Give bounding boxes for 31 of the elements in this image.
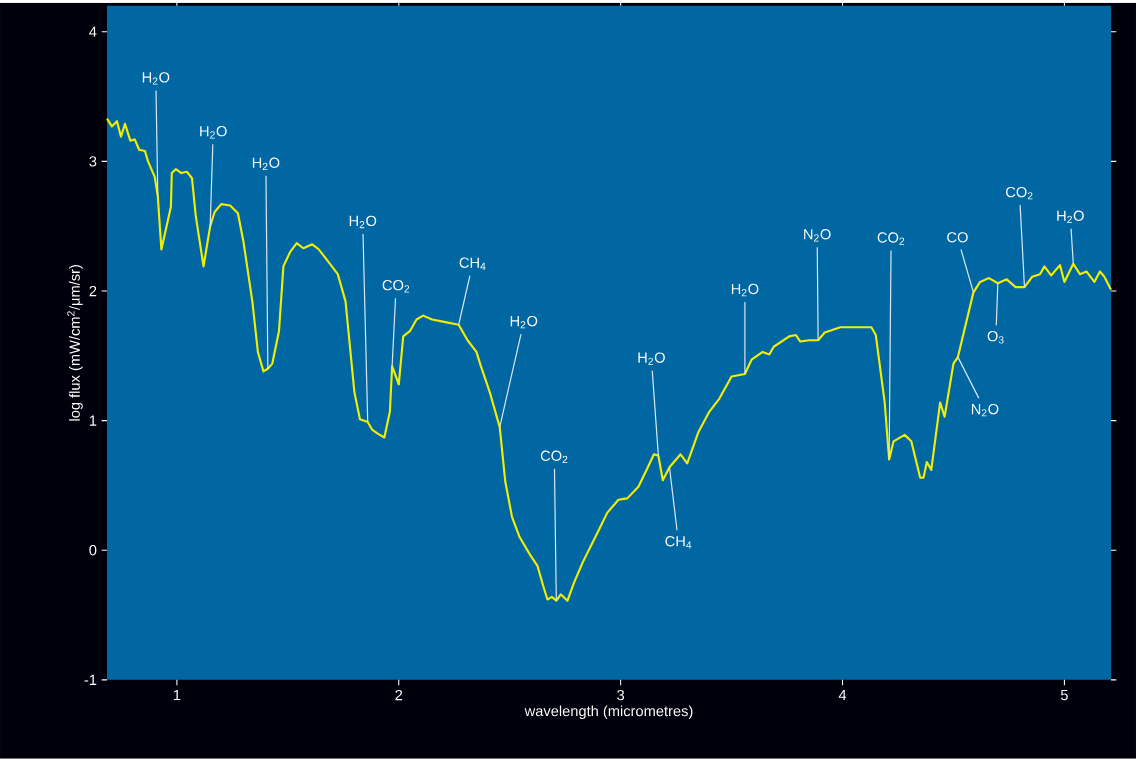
y-tick-label: -1 — [84, 674, 97, 685]
annotation: H$_{2}$O — [200, 126, 227, 139]
annotation: CH$_{4}$ — [665, 536, 692, 549]
annotation: H$_{2}$O — [142, 72, 170, 85]
x-tick-label: 3 — [617, 689, 625, 701]
x-axis-title: wavelength (micrometres) — [524, 705, 693, 720]
annotation: CO$_{2}$ — [877, 232, 905, 245]
annotation: O$_{3}$ — [987, 331, 1004, 344]
annotation: H$_{2}$O — [252, 157, 280, 171]
x-tick-label: 1 — [173, 689, 181, 701]
y-tick-label: 1 — [89, 415, 97, 426]
annotation: CO — [947, 232, 968, 243]
x-tick-label: 2 — [395, 689, 403, 701]
y-axis-title: log flux (mW/cm$^{2}$/μm/sr) — [67, 265, 83, 421]
annotation: N$_{2}$O — [804, 229, 831, 242]
annotation: H$_{2}$O — [1057, 210, 1084, 224]
annotation: N$_{2}$O — [971, 403, 999, 417]
annotation: H$_{2}$O — [349, 215, 377, 229]
annotation: H$_{2}$O — [638, 352, 665, 365]
x-tick-label: 4 — [838, 689, 847, 701]
y-tick-label: 4 — [89, 26, 97, 37]
y-tick-label: 0 — [89, 545, 97, 556]
annotation: H$_{2}$O — [510, 315, 538, 329]
x-tick-label: 5 — [1060, 689, 1068, 701]
annotation: H$_{2}$O — [731, 283, 759, 297]
annotation: CO$_{2}$ — [1006, 187, 1033, 200]
annotation: CH$_{4}$ — [459, 257, 486, 270]
annotation: CO$_{2}$ — [540, 450, 568, 464]
y-tick-label: 3 — [89, 156, 97, 167]
annotation: CO$_{2}$ — [382, 280, 410, 293]
y-tick-label: 2 — [89, 285, 97, 297]
